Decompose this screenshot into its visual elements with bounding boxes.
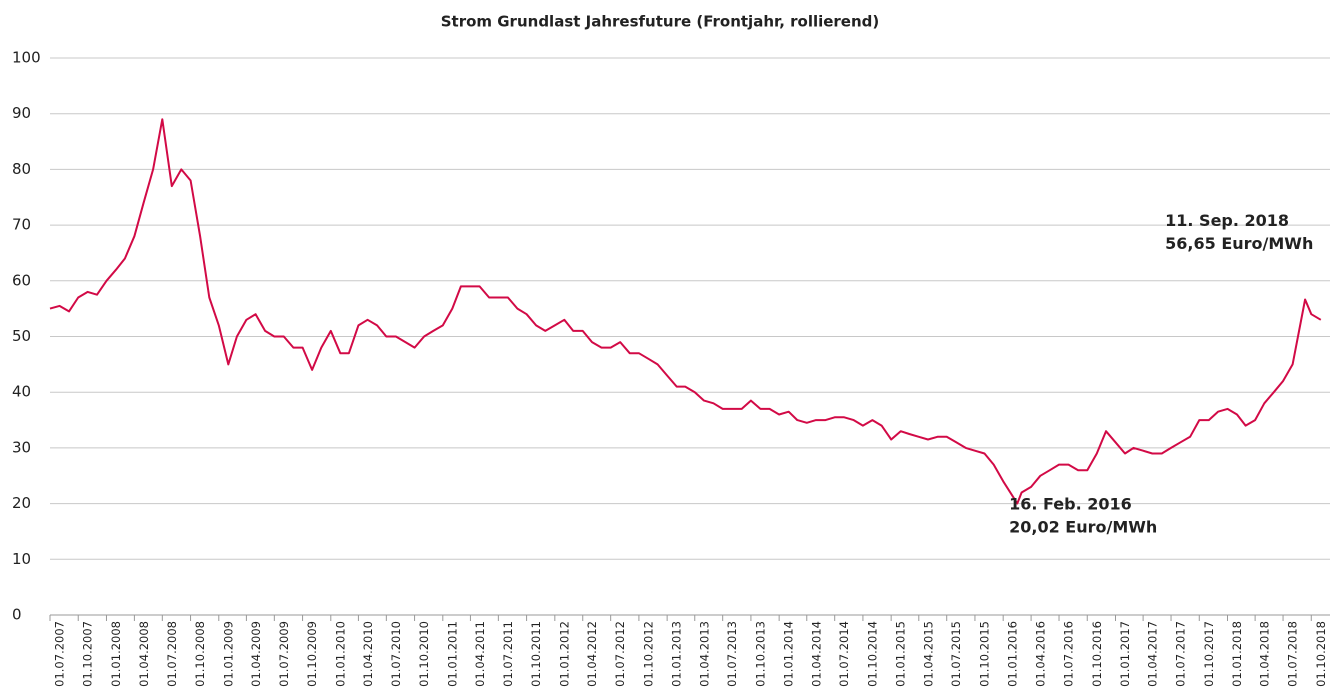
- y-tick-label: 100: [12, 49, 41, 67]
- y-tick-label: 50: [12, 327, 31, 345]
- x-tick-label: 01.04.2011: [473, 621, 487, 687]
- x-tick-label: 01.07.2016: [1062, 621, 1076, 687]
- x-tick-label: 01.04.2015: [921, 621, 935, 687]
- x-tick-label: 01.04.2010: [361, 621, 375, 687]
- x-tick-label: 01.10.2010: [417, 621, 431, 687]
- annotation: 11. Sep. 2018: [1165, 211, 1289, 230]
- x-tick-label: 01.01.2013: [670, 621, 684, 687]
- annotation: 16. Feb. 2016: [1009, 494, 1132, 513]
- x-tick-label: 01.04.2009: [249, 621, 263, 687]
- x-tick-label: 01.04.2016: [1034, 621, 1048, 687]
- x-tick-label: 01.10.2016: [1090, 621, 1104, 687]
- x-tick-label: 01.04.2013: [697, 621, 711, 687]
- x-tick-label: 01.10.2009: [305, 621, 319, 687]
- x-tick-label: 01.04.2017: [1146, 621, 1160, 687]
- x-tick-label: 01.01.2014: [782, 621, 796, 687]
- y-tick-label: 40: [12, 383, 31, 401]
- x-tick-label: 01.04.2018: [1258, 621, 1272, 687]
- x-tick-label: 01.07.2017: [1174, 621, 1188, 687]
- x-tick-label: 01.10.2015: [977, 621, 991, 687]
- y-tick-label: 30: [12, 438, 31, 456]
- x-tick-label: 01.07.2012: [613, 621, 627, 687]
- annotation: 56,65 Euro/MWh: [1165, 234, 1313, 253]
- x-tick-label: 01.07.2018: [1286, 621, 1300, 687]
- y-tick-label: 20: [12, 494, 31, 512]
- x-tick-label: 01.10.2012: [641, 621, 655, 687]
- x-tick-label: 01.07.2015: [949, 621, 963, 687]
- x-tick-label: 01.10.2017: [1202, 621, 1216, 687]
- x-tick-label: 01.10.2011: [529, 621, 543, 687]
- x-tick-label: 01.07.2009: [277, 621, 291, 687]
- y-tick-label: 80: [12, 160, 31, 178]
- x-tick-label: 01.07.2014: [837, 621, 851, 687]
- x-tick-label: 01.10.2007: [81, 621, 95, 687]
- x-tick-label: 01.07.2007: [53, 621, 67, 687]
- chart-title: Strom Grundlast Jahresfuture (Frontjahr,…: [441, 13, 880, 31]
- x-tick-label: 01.01.2011: [445, 621, 459, 687]
- x-tick-label: 01.01.2010: [333, 621, 347, 687]
- y-tick-label: 70: [12, 216, 31, 234]
- x-tick-label: 01.01.2017: [1118, 621, 1132, 687]
- x-tick-label: 01.07.2008: [165, 621, 179, 687]
- x-tick-label: 01.01.2016: [1006, 621, 1020, 687]
- x-tick-label: 01.10.2018: [1314, 621, 1328, 687]
- x-tick-label: 01.07.2013: [725, 621, 739, 687]
- x-tick-label: 01.01.2012: [557, 621, 571, 687]
- y-tick-label: 90: [12, 104, 31, 122]
- x-tick-label: 01.10.2014: [865, 621, 879, 687]
- y-tick-label: 60: [12, 271, 31, 289]
- x-tick-label: 01.01.2015: [894, 621, 908, 687]
- x-tick-label: 01.10.2013: [753, 621, 767, 687]
- x-tick-label: 01.01.2009: [221, 621, 235, 687]
- y-tick-label: 10: [12, 550, 31, 568]
- x-tick-label: 01.04.2008: [137, 621, 151, 687]
- x-tick-label: 01.04.2014: [809, 621, 823, 687]
- x-tick-label: 01.07.2011: [501, 621, 515, 687]
- annotation: 20,02 Euro/MWh: [1009, 517, 1157, 536]
- x-tick-label: 01.04.2012: [585, 621, 599, 687]
- x-tick-label: 01.01.2018: [1230, 621, 1244, 687]
- y-tick-label: 0: [12, 606, 22, 624]
- x-tick-label: 01.01.2008: [109, 621, 123, 687]
- line-series: [49, 118, 1322, 505]
- x-tick-label: 01.07.2010: [389, 621, 403, 687]
- x-tick-label: 01.10.2008: [193, 621, 207, 687]
